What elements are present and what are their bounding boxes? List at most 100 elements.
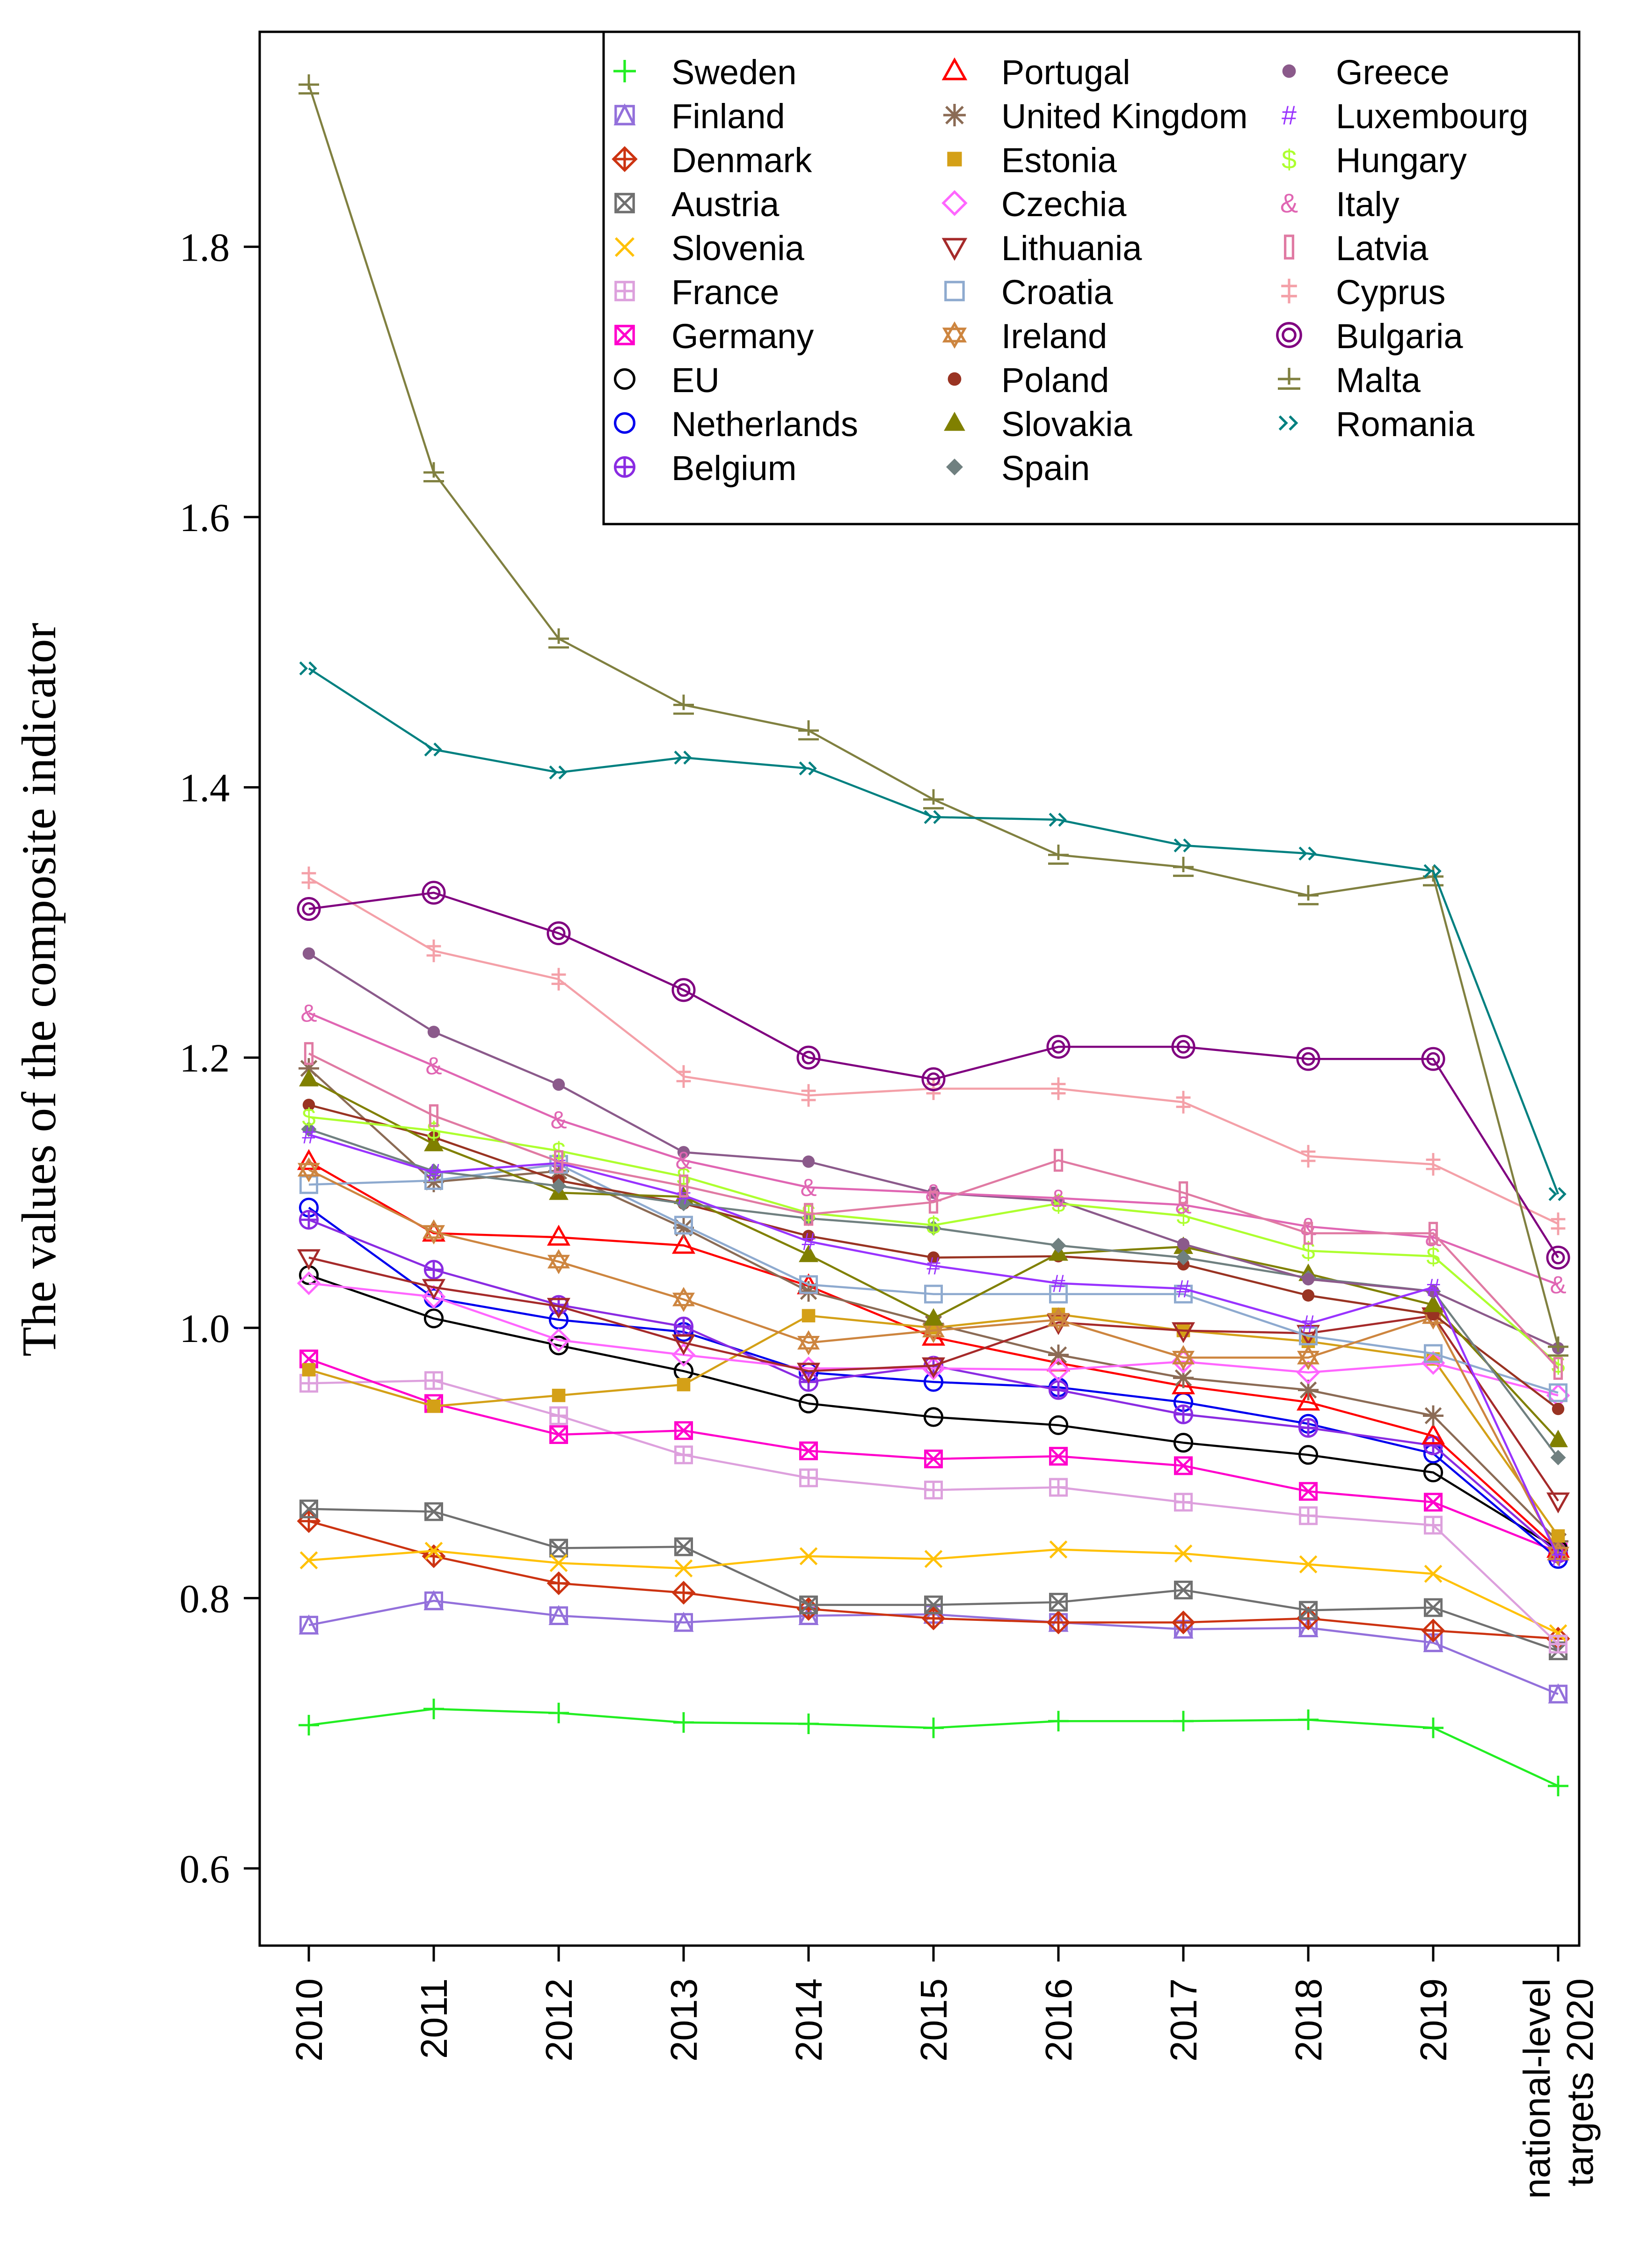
- data-point: [1426, 1153, 1441, 1176]
- legend-label: Estonia: [1001, 141, 1117, 180]
- svg-text:&: &: [550, 1107, 567, 1134]
- legend-box: [602, 30, 1581, 525]
- data-point: [1048, 1711, 1069, 1732]
- data-point: [1049, 1447, 1068, 1466]
- data-point: [924, 1449, 943, 1468]
- data-point: [1049, 1284, 1068, 1304]
- y-axis: 0.6 0.8 1.0 1.2 1.4 1.6 1.8: [180, 225, 260, 1891]
- data-point: #: [1426, 1274, 1440, 1302]
- data-point: [1296, 1389, 1320, 1411]
- y-tick-label: 1.2: [180, 1036, 230, 1080]
- data-point: [1423, 1435, 1443, 1456]
- data-point: [676, 1196, 692, 1211]
- x-tick-label: national-level: [1516, 1978, 1558, 2199]
- data-point: [921, 1357, 946, 1378]
- svg-text:&: &: [1300, 1213, 1316, 1241]
- data-point: [673, 1316, 694, 1337]
- data-point: &: [300, 999, 317, 1027]
- data-point: [552, 1078, 565, 1091]
- data-point: [551, 968, 566, 991]
- svg-text:$: $: [1176, 1203, 1190, 1230]
- data-point: &: [1550, 1271, 1566, 1299]
- legend-label: United Kingdom: [1001, 97, 1248, 136]
- data-point: [1175, 1250, 1191, 1266]
- data-point: [548, 1604, 569, 1625]
- series-france: [299, 1371, 1568, 1654]
- data-point: [1046, 1035, 1071, 1059]
- data-point: [802, 1155, 815, 1168]
- data-point: [1053, 1149, 1064, 1172]
- data-point: &: [675, 1147, 692, 1174]
- data-point: #: [1551, 1544, 1565, 1572]
- data-point: [1421, 1047, 1445, 1071]
- data-point: [423, 1308, 444, 1328]
- data-point: [548, 628, 569, 649]
- data-point: [1298, 1418, 1319, 1438]
- y-tick-label: 1.6: [180, 495, 230, 540]
- data-point: [1177, 1238, 1190, 1250]
- data-point: [1298, 1601, 1318, 1620]
- data-point: [928, 1190, 939, 1214]
- data-point: [549, 765, 567, 780]
- data-point: &: [1425, 1224, 1441, 1252]
- legend-marker: [614, 193, 635, 213]
- x-tick-label: 2013: [663, 1978, 705, 2062]
- data-point: [297, 1249, 321, 1270]
- legend-label: Sweden: [671, 53, 796, 92]
- legend-label: Netherlands: [671, 405, 858, 444]
- data-point: [299, 1499, 319, 1518]
- legend-marker: [614, 281, 635, 301]
- data-point: [1546, 1246, 1570, 1270]
- data-point: #: [427, 1159, 441, 1187]
- y-tick-label: 1.8: [180, 225, 230, 270]
- data-point: [1551, 1212, 1566, 1235]
- data-point: [422, 1284, 446, 1309]
- data-point: [554, 1150, 564, 1173]
- data-point: [424, 1502, 444, 1521]
- data-point: [297, 1271, 321, 1295]
- x-tick-label: 2014: [788, 1978, 830, 2062]
- legend-label: Denmark: [671, 141, 812, 180]
- data-point: [551, 1178, 567, 1194]
- series-sweden: [299, 1699, 1568, 1796]
- data-point: [299, 1058, 319, 1079]
- data-point: [921, 1067, 946, 1091]
- data-point: [302, 947, 315, 960]
- data-point: [423, 1699, 444, 1720]
- data-point: [1553, 1357, 1563, 1380]
- data-point: [673, 1712, 694, 1733]
- legend-marker: [943, 104, 966, 126]
- data-point: [299, 74, 319, 95]
- data-point: [304, 1042, 314, 1065]
- legend-marker: [946, 459, 963, 475]
- data-point: [1173, 856, 1194, 877]
- data-point: [674, 751, 692, 765]
- data-point: [424, 1371, 444, 1390]
- data-point: [1421, 1423, 1445, 1444]
- svg-text:&: &: [300, 999, 317, 1027]
- x-tick-label: 2010: [288, 1978, 330, 2062]
- data-point: [1296, 1047, 1320, 1071]
- y-tick-label: 1.4: [180, 766, 230, 810]
- x-tick-label: 2012: [538, 1978, 580, 2062]
- data-point: [1049, 1478, 1068, 1497]
- data-point: $: [1051, 1190, 1065, 1218]
- data-point: [1046, 1314, 1071, 1335]
- data-point: [422, 1219, 445, 1245]
- data-point: [797, 1330, 820, 1356]
- data-point: [1548, 1775, 1568, 1796]
- svg-text:$: $: [302, 1104, 315, 1131]
- legend-label: Portugal: [1001, 53, 1130, 92]
- x-tick-label: 2016: [1038, 1978, 1079, 2062]
- data-point: #: [1176, 1276, 1190, 1303]
- series-luxembourg: ## ##### ####: [302, 1121, 1565, 1572]
- series-line: [308, 1163, 1559, 1394]
- svg-text:#: #: [1426, 1274, 1440, 1302]
- series-malta: [299, 74, 1568, 1357]
- svg-text:#: #: [1176, 1276, 1190, 1303]
- data-point: [1423, 1598, 1443, 1617]
- series-slovenia: [299, 1540, 1567, 1642]
- data-point: [1302, 1273, 1315, 1286]
- data-point: [1301, 1145, 1316, 1168]
